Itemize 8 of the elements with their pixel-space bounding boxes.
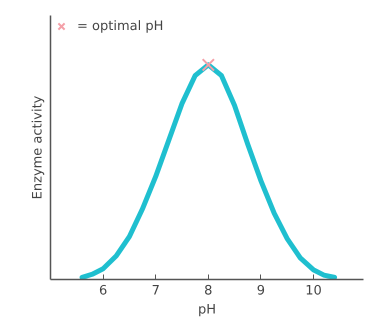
x-tick-label: 6 — [98, 284, 108, 298]
y-axis-title: Enzyme activity — [30, 95, 46, 200]
x-axis-title: pH — [198, 302, 216, 318]
x-tick-label: 7 — [152, 284, 160, 298]
x-tick-label: 9 — [256, 284, 266, 298]
x-tick-label: 10 — [305, 284, 322, 298]
legend-label: = optimal pH — [77, 18, 164, 34]
x-tick-label: 8 — [204, 284, 212, 298]
